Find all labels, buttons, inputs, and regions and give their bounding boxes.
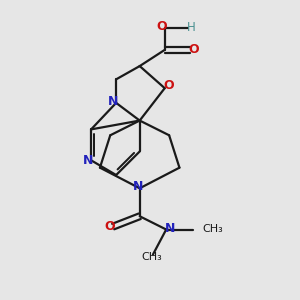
Text: CH₃: CH₃ xyxy=(141,253,162,262)
Text: N: N xyxy=(133,180,143,193)
Text: O: O xyxy=(163,79,174,92)
Text: N: N xyxy=(164,221,175,235)
Text: H: H xyxy=(187,21,196,34)
Text: O: O xyxy=(104,220,115,233)
Text: CH₃: CH₃ xyxy=(202,224,223,235)
Text: O: O xyxy=(156,20,166,33)
Text: O: O xyxy=(188,44,199,56)
Text: N: N xyxy=(82,154,93,167)
Text: N: N xyxy=(107,95,118,108)
